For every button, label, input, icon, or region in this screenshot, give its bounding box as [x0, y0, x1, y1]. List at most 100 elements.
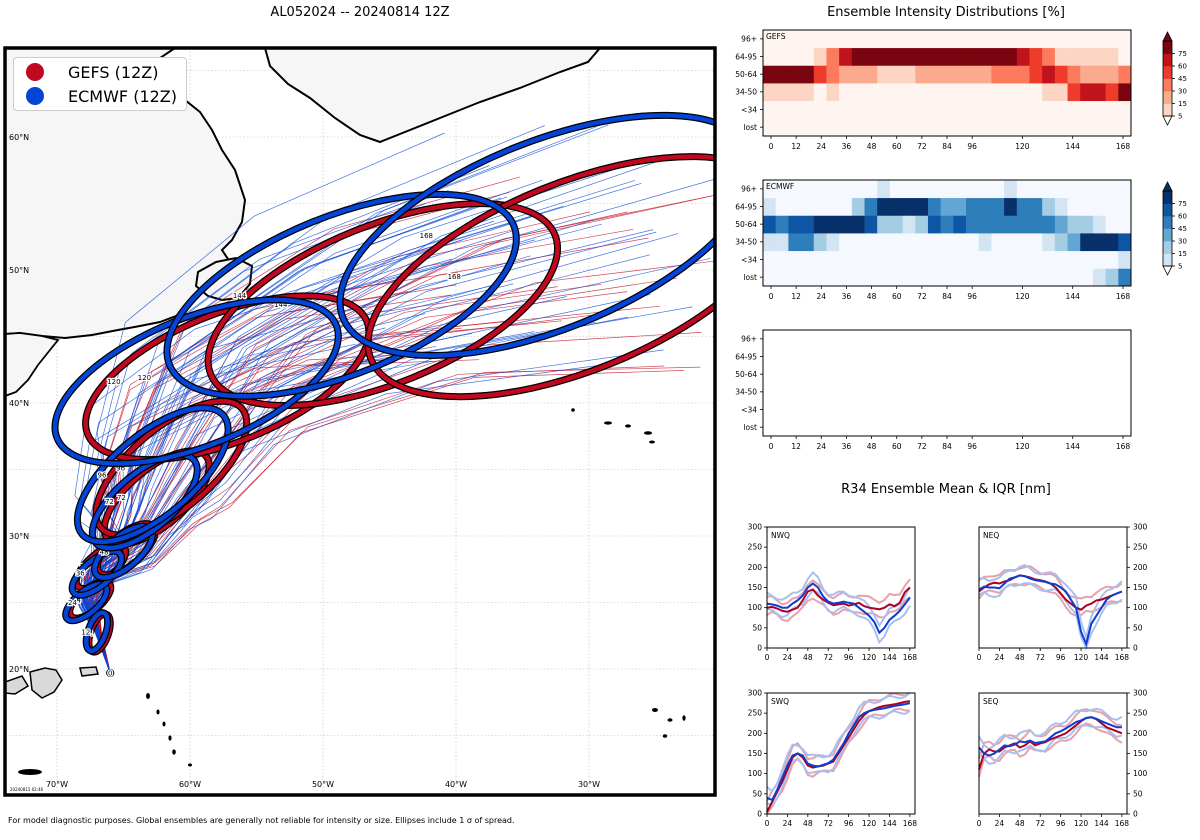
diagnostic-panels: GEFS lost <34 34-50 50-64 64-95 96+ 0 12 24 36 48 60…: [735, 29, 1187, 829]
heatmap-cell: [915, 180, 929, 199]
lon-label: 60°W: [179, 780, 201, 789]
heatmap-cell: [813, 250, 827, 269]
x-tick-label: 24: [817, 442, 827, 451]
y-tick-label: 300: [748, 523, 763, 532]
forecast-hour-label: 144: [233, 292, 247, 300]
heatmap-cell: [902, 47, 916, 66]
forecast-hour-label: 24: [68, 599, 77, 607]
x-tick-label: 168: [1116, 292, 1131, 301]
map-timestamp: 20240815 02:46: [10, 787, 44, 792]
y-tick-label: 250: [748, 543, 763, 552]
heatmap-cell: [1016, 268, 1030, 287]
heatmap-cell: [1105, 268, 1119, 287]
heatmap-cell: [902, 180, 916, 199]
y-tick-label: 96+: [741, 335, 757, 344]
heatmap-cell: [1067, 197, 1081, 216]
heatmap-cell: [1016, 180, 1030, 199]
heatmap-cell: [1054, 215, 1068, 234]
heatmap-cell: [978, 197, 992, 216]
heatmap-cell: [1042, 215, 1056, 234]
heatmap-cell: [902, 215, 916, 234]
heatmap-cell: [839, 197, 853, 216]
r34-mean-line: [766, 586, 911, 613]
heatmap-cell: [775, 180, 789, 199]
heatmap-cell: [978, 233, 992, 252]
heatmap-cell: [1042, 47, 1056, 66]
y-tick-label: lost: [743, 123, 757, 132]
heatmap-cell: [1105, 65, 1119, 84]
y-tick-label: 0: [1133, 810, 1138, 819]
heatmap-cell: [940, 47, 954, 66]
heatmap-cell: [1092, 30, 1107, 49]
heatmap-cell: [864, 83, 878, 102]
forecast-ellipses: 0122436487296120144168012243648729612014…: [51, 111, 715, 679]
heatmap-cell: [966, 30, 980, 49]
heatmap-cell: [775, 100, 789, 119]
heatmap-cell: [1067, 250, 1081, 269]
heatmap-cell: [1080, 233, 1094, 252]
heatmap-cell: [1067, 100, 1081, 119]
y-tick-label: 34-50: [735, 88, 757, 97]
footnote: For model diagnostic purposes. Global en…: [8, 816, 515, 825]
heatmap-cell: [763, 30, 777, 49]
y-tick-label: lost: [743, 423, 757, 432]
heatmap-cell: [851, 83, 865, 102]
heatmap-cell: [1054, 180, 1068, 199]
heatmap-cell: [1092, 100, 1107, 119]
heatmap-cell: [763, 233, 777, 252]
r34-panel-seq: SEQ 0 50 100 150 200 250 300 0 24 48 72 96 120 144 168: [977, 689, 1148, 829]
heatmap-cell: [801, 83, 815, 102]
x-tick-label: 120: [862, 819, 877, 828]
r34-panel-background: [767, 527, 915, 648]
heatmap-cell: [826, 197, 840, 216]
heatmap-cell: [927, 180, 942, 199]
heatmap-cell: [1029, 215, 1043, 234]
start-position-marker: [106, 668, 115, 677]
colorbar-tick-label: 45: [1178, 225, 1187, 233]
heatmap-cell: [788, 118, 802, 137]
heatmap-cell: [978, 250, 992, 269]
heatmap-cell: [1016, 118, 1030, 137]
heatmap-cell: [966, 47, 980, 66]
colorbar-tick-label: 60: [1178, 213, 1187, 221]
colorbar-extend-bottom: [1162, 265, 1173, 276]
forecast-hour-label: 72: [105, 498, 114, 506]
heatmap-cell: [1092, 197, 1107, 216]
heatmap-cell: [864, 118, 878, 137]
heatmap-cell: [889, 233, 903, 252]
heatmap-cell: [813, 65, 827, 84]
heatmap-cell: [940, 268, 954, 287]
heatmap-cell: [1029, 100, 1043, 119]
heatmap-cell: [991, 268, 1005, 287]
heatmap-cell: [775, 118, 789, 137]
heatmap-cell: [1067, 47, 1081, 66]
heatmap-cell: [953, 197, 967, 216]
forecast-hour-label: 168: [420, 232, 433, 240]
heatmap-cell: [839, 215, 853, 234]
heatmap-cell: [877, 83, 891, 102]
heatmap-cell: [775, 268, 789, 287]
heatmap-cell: [991, 118, 1005, 137]
x-tick-label: 96: [967, 142, 977, 151]
heatmap-cell: [889, 250, 903, 269]
heatmap-cell: [927, 83, 942, 102]
r34-iqr-line: [978, 724, 1123, 765]
heatmap-cell: [763, 65, 777, 84]
heatmap-cell: [851, 118, 865, 137]
heatmap-cell: [889, 100, 903, 119]
x-tick-label: 72: [1035, 653, 1045, 662]
heatmap-cell: [788, 268, 802, 287]
colorbar-segment: [1163, 253, 1172, 267]
r34-quadrant-label: NEQ: [983, 531, 999, 540]
x-tick-label: 96: [967, 442, 977, 451]
heatmap-cell: [1118, 30, 1132, 49]
heatmap-cell: [915, 100, 929, 119]
y-tick-label: 100: [748, 603, 763, 612]
heatmap-cell: [1067, 180, 1081, 199]
heatmap-cell: [1016, 83, 1030, 102]
heatmap-cell: [1042, 233, 1056, 252]
heatmap-cell: [1004, 65, 1018, 84]
heatmap-cell: [839, 118, 853, 137]
x-tick-label: 12: [791, 142, 801, 151]
lon-label: 40°W: [445, 780, 467, 789]
